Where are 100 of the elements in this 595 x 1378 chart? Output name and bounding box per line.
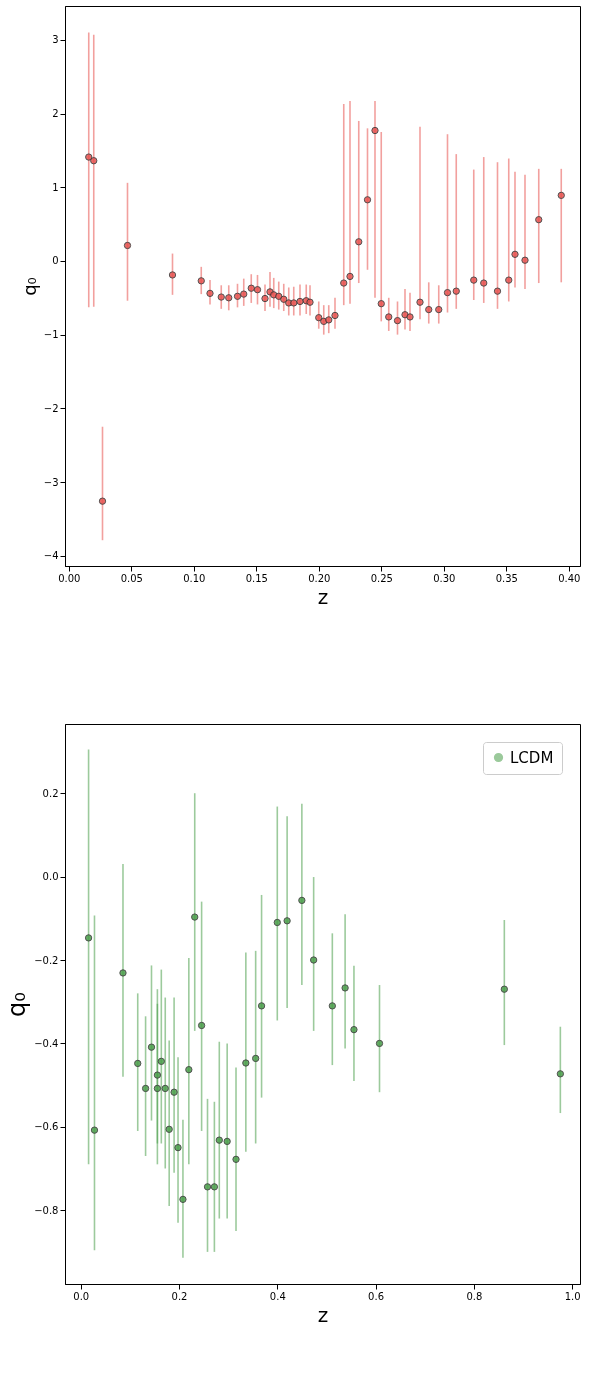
x-tick-label: 0.2 [171, 1290, 188, 1302]
point [210, 1183, 219, 1191]
point [161, 1084, 169, 1093]
y-tick-label: −4 [43, 550, 59, 562]
point [206, 289, 214, 298]
legend-label: LCDM [510, 748, 554, 767]
point [273, 918, 281, 927]
point [355, 238, 363, 246]
point [375, 1039, 384, 1048]
x-tick-label: 0.10 [183, 572, 206, 584]
point [557, 191, 565, 200]
x-tick-label: 0.00 [58, 572, 81, 584]
y-tick-label: −0.8 [34, 1204, 59, 1216]
point [232, 1155, 240, 1163]
point [443, 288, 452, 297]
point [165, 1125, 173, 1133]
point [452, 287, 460, 295]
point [377, 300, 385, 308]
point [315, 314, 323, 322]
x-tick-label: 0.8 [466, 1290, 483, 1302]
point [90, 157, 98, 165]
x-tick-label: 0.20 [308, 572, 331, 584]
point [325, 316, 333, 324]
y-tick-label: −0.6 [34, 1121, 59, 1133]
point [242, 1059, 250, 1067]
point [363, 196, 372, 204]
y-tick-label: −3 [43, 476, 59, 488]
point [385, 313, 393, 321]
y-tick-label: 2 [52, 108, 59, 120]
point [252, 1054, 260, 1063]
point [306, 298, 314, 306]
point [197, 277, 205, 285]
point [480, 279, 488, 287]
point [346, 272, 354, 281]
y-axis-title: q₀ [18, 277, 40, 296]
point [174, 1143, 182, 1152]
point [470, 276, 478, 284]
point [309, 956, 318, 964]
x-tick-label: 0.05 [120, 572, 143, 584]
y-tick-label: 3 [52, 34, 59, 46]
point [191, 913, 199, 921]
point [123, 241, 132, 250]
point [147, 1043, 156, 1051]
point [157, 1057, 165, 1065]
x-tick-label: 1.0 [564, 1290, 581, 1302]
point [215, 1136, 223, 1144]
point [340, 279, 348, 287]
point [341, 984, 349, 992]
x-tick-label: 0.15 [245, 572, 268, 584]
point [240, 290, 248, 298]
point [406, 313, 414, 321]
point [223, 1137, 231, 1146]
y-tick-label: −2 [43, 402, 59, 414]
point [416, 298, 424, 306]
point [119, 969, 127, 977]
point [90, 1126, 99, 1134]
point [84, 934, 93, 942]
point [141, 1084, 150, 1093]
point [283, 917, 291, 925]
point [435, 305, 443, 314]
point [225, 294, 233, 302]
point [505, 276, 513, 284]
y-tick-label: 1 [52, 181, 59, 193]
point [98, 497, 107, 505]
x-tick-label: 0.4 [269, 1290, 286, 1302]
point [371, 126, 379, 135]
y-tick-label: −0.2 [34, 954, 59, 966]
point [290, 299, 298, 307]
y-tick-label: 0.2 [42, 787, 59, 799]
point [217, 293, 225, 301]
y-tick-label: 0.0 [42, 871, 59, 883]
point [134, 1059, 142, 1068]
point [253, 286, 262, 294]
y-tick-label: −1 [43, 329, 59, 341]
point [185, 1066, 193, 1074]
point [85, 153, 93, 161]
y-axis-title: q₀ [3, 992, 32, 1017]
x-tick-label: 0.25 [370, 572, 393, 584]
x-tick-label: 0.40 [558, 572, 581, 584]
x-tick-label: 0.6 [368, 1290, 385, 1302]
point [535, 216, 543, 224]
y-tick-label: −0.4 [34, 1037, 59, 1049]
x-tick-label: 0.0 [73, 1290, 90, 1302]
point [168, 271, 177, 279]
point [425, 305, 433, 314]
point [298, 896, 306, 905]
x-axis-title: z [317, 1302, 329, 1327]
point [393, 316, 402, 325]
x-axis-title: z [317, 584, 329, 609]
point [247, 284, 255, 292]
point [493, 287, 502, 295]
point [197, 1021, 206, 1030]
point [170, 1088, 178, 1096]
point [280, 295, 288, 303]
point [296, 297, 304, 306]
point [203, 1183, 212, 1191]
point [233, 292, 242, 300]
x-tick-label: 0.30 [433, 572, 456, 584]
point [257, 1002, 266, 1010]
point [521, 256, 529, 264]
